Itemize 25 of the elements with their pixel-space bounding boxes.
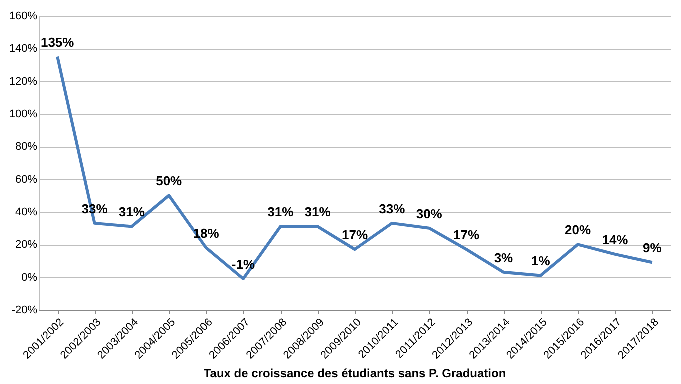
- y-tick-label: 80%: [15, 141, 38, 154]
- data-label: 20%: [565, 222, 592, 238]
- data-label: 9%: [643, 240, 662, 256]
- data-label: 31%: [118, 204, 146, 220]
- data-label: 33%: [379, 201, 406, 216]
- y-tick-label: -20%: [12, 304, 38, 316]
- data-label: 31%: [304, 204, 332, 220]
- text: Taux de croissance des étudiants sans P. Graduation: [204, 366, 506, 381]
- data-label: 17%: [454, 228, 480, 243]
- data-label: 1%: [531, 254, 551, 269]
- y-tick-label: 20%: [15, 239, 38, 252]
- data-label: 14%: [602, 232, 629, 248]
- y-tick-label: 60%: [15, 174, 38, 186]
- data-label: 17%: [342, 228, 368, 243]
- y-tick-label: 140%: [9, 43, 38, 56]
- y-tick-label: 120%: [9, 76, 38, 88]
- data-label: 3%: [494, 250, 514, 266]
- y-tick-label: 40%: [15, 206, 38, 218]
- y-tick-label: 100%: [9, 108, 38, 120]
- data-label: 31%: [268, 204, 294, 220]
- y-tick-label: 0%: [22, 272, 38, 284]
- data-label: 30%: [416, 206, 443, 222]
- data-label: 135%: [40, 34, 75, 50]
- data-label: 50%: [156, 174, 183, 189]
- y-tick-label: 160%: [9, 10, 38, 22]
